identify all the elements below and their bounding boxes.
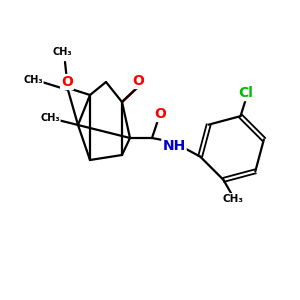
- Text: CH₃: CH₃: [223, 194, 244, 204]
- Text: CH₃: CH₃: [52, 47, 72, 57]
- Text: CH₃: CH₃: [40, 113, 60, 123]
- Text: O: O: [132, 74, 144, 88]
- Text: Cl: Cl: [238, 86, 253, 100]
- Text: NH: NH: [162, 139, 186, 153]
- Text: O: O: [154, 107, 166, 121]
- Text: CH₃: CH₃: [23, 75, 43, 85]
- Text: O: O: [61, 75, 73, 89]
